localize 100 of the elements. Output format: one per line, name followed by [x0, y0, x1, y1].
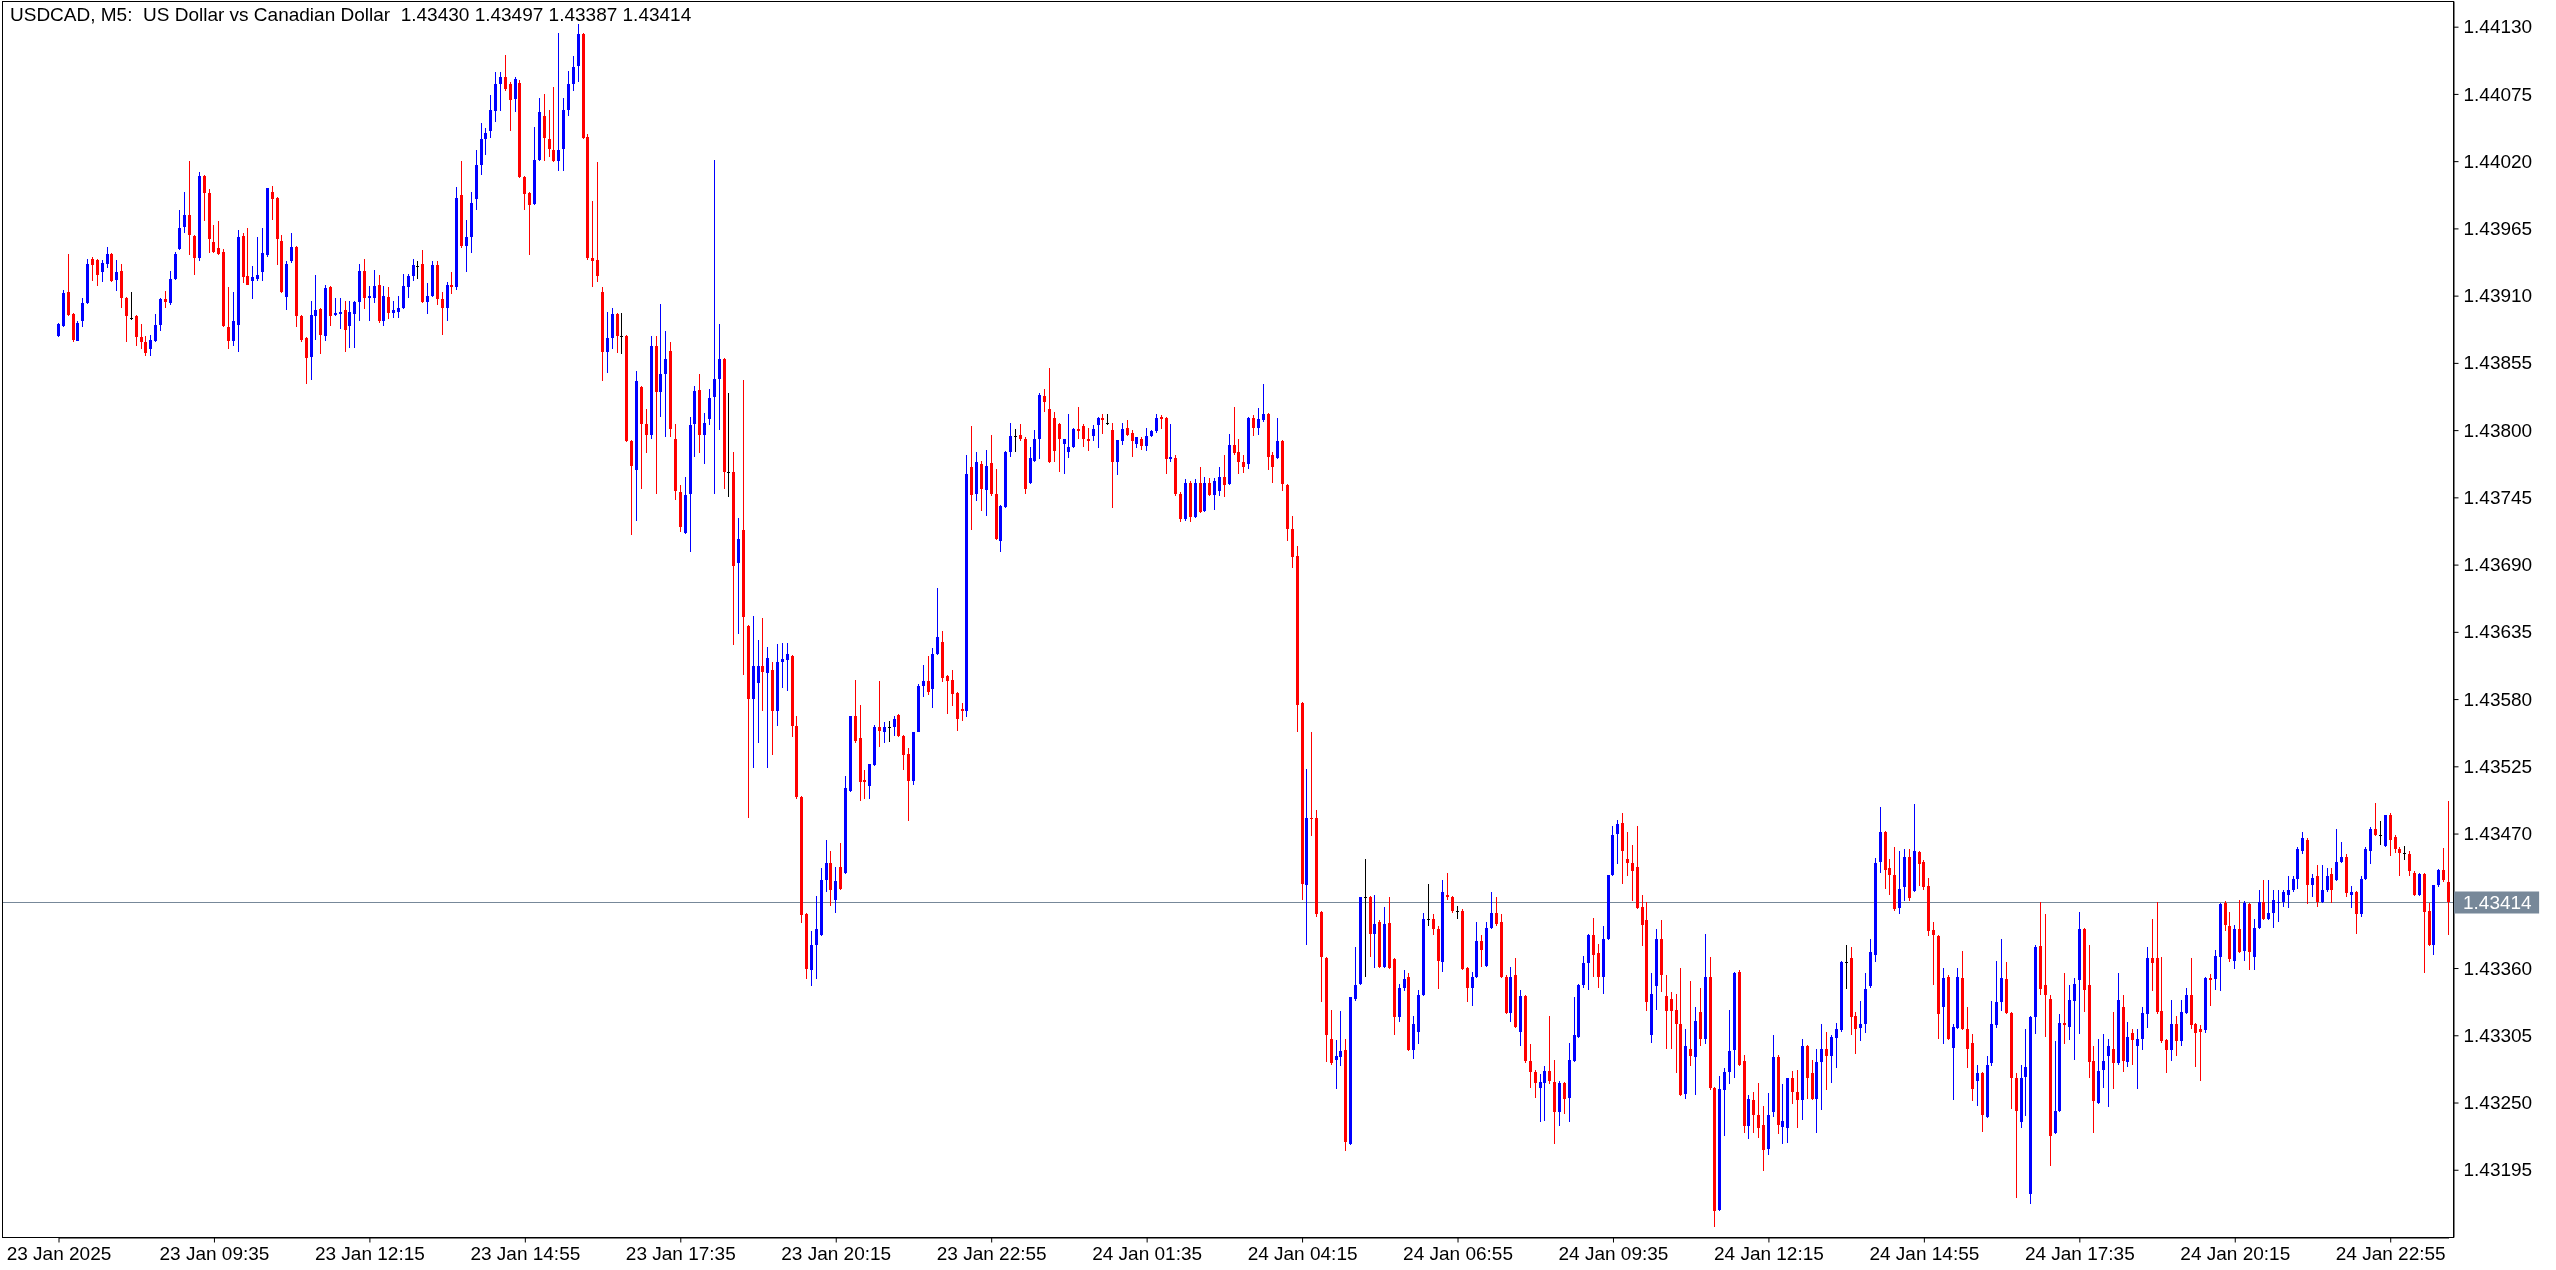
candlestick	[2447, 801, 2450, 935]
candlestick	[256, 237, 259, 281]
candlestick	[1548, 1016, 1551, 1084]
y-tick-label: 1.43690	[2463, 554, 2533, 576]
candlestick	[1364, 859, 1367, 977]
y-tick-label: 1.44020	[2463, 150, 2533, 172]
y-tick-label: 1.44130	[2463, 16, 2533, 38]
candlestick	[1689, 981, 1692, 1066]
candlestick	[620, 313, 623, 354]
candlestick	[2403, 846, 2406, 860]
candlestick	[591, 201, 594, 287]
candlestick	[878, 681, 881, 747]
candlestick	[1310, 732, 1313, 836]
candlestick	[2277, 890, 2280, 922]
candlestick	[1932, 922, 1935, 985]
candlestick	[946, 675, 949, 714]
candlestick	[1101, 414, 1104, 434]
x-tick-label: 23 Jan 12:15	[314, 1242, 425, 1264]
candlestick	[552, 87, 555, 162]
candlestick	[713, 160, 716, 494]
candlestick	[334, 298, 337, 316]
x-tick-label: 23 Jan 14:55	[470, 1242, 581, 1264]
candlestick	[1446, 873, 1449, 900]
ref-line-label: 1.43414	[2463, 892, 2533, 914]
candlestick	[2024, 1029, 2027, 1116]
candlestick	[1845, 945, 1848, 989]
candlestick	[2136, 1029, 2139, 1089]
candlestick	[1373, 895, 1376, 968]
y-tick-label: 1.43525	[2463, 755, 2533, 777]
x-tick-label: 23 Jan 09:35	[159, 1242, 270, 1264]
candlestick	[1427, 884, 1430, 926]
candlestick	[2379, 821, 2382, 845]
candlestick	[1014, 429, 1017, 452]
candlestick	[1160, 415, 1163, 429]
x-tick-label: 23 Jan 2025	[6, 1242, 112, 1264]
candlestick	[1631, 845, 1634, 901]
candlestick	[596, 162, 599, 282]
x-tick-label: 24 Jan 06:55	[1403, 1242, 1513, 1264]
candlestick	[781, 643, 784, 688]
candlestick	[786, 643, 789, 691]
candlestick	[2350, 886, 2353, 908]
x-tick-label: 24 Jan 12:15	[1713, 1242, 1824, 1264]
candlestick	[2209, 974, 2212, 1006]
x-tick-label: 24 Jan 04:15	[1247, 1242, 1358, 1264]
candlestick	[2398, 847, 2401, 876]
candlestick	[1106, 414, 1109, 425]
chart-title: USDCAD, M5: US Dollar vs Canadian Dollar 1.43430 1.43497 1.43387 1.43414	[10, 4, 692, 25]
candlestick	[2044, 914, 2047, 1037]
candlestick	[1820, 1024, 1823, 1110]
candlestick	[888, 721, 891, 742]
candlestick	[368, 286, 371, 321]
candlestick	[130, 292, 133, 320]
y-tick-label: 1.43580	[2463, 688, 2533, 710]
candlestick	[2063, 973, 2066, 1044]
x-tick-label: 24 Jan 01:35	[1092, 1242, 1203, 1264]
y-tick-label: 1.43800	[2463, 419, 2533, 441]
candlestick	[416, 261, 419, 279]
candlestick	[1626, 832, 1629, 876]
y-tick-label: 1.43470	[2463, 823, 2533, 845]
y-tick-label: 1.43305	[2463, 1024, 2533, 1046]
y-tick-label: 1.43855	[2463, 352, 2533, 374]
candlestick	[766, 647, 769, 768]
x-tick-label: 24 Jan 09:35	[1558, 1242, 1669, 1264]
candlestick	[557, 33, 560, 171]
candlestick	[1169, 424, 1172, 462]
candlestick	[2267, 880, 2270, 920]
candlestick	[450, 272, 453, 294]
candlestick	[1087, 428, 1090, 451]
candlestick	[2151, 919, 2154, 991]
candlestick	[961, 703, 964, 721]
y-tick-label: 1.43635	[2463, 621, 2533, 643]
candlestick	[1456, 906, 1459, 919]
y-tick-label: 1.43195	[2463, 1159, 2533, 1181]
y-tick-label: 1.43360	[2463, 957, 2533, 979]
x-tick-label: 24 Jan 14:55	[1869, 1242, 1980, 1264]
candlestick	[727, 393, 730, 497]
candlestick	[339, 298, 342, 329]
y-tick-label: 1.43745	[2463, 486, 2533, 508]
candlestick	[2199, 1025, 2202, 1081]
candlestick	[1825, 1032, 1828, 1090]
x-tick-label: 23 Jan 20:15	[781, 1242, 892, 1264]
candlestick	[1796, 1070, 1799, 1128]
candlestick	[1859, 1001, 1862, 1041]
x-tick-label: 23 Jan 22:55	[936, 1242, 1047, 1264]
y-tick-label: 1.43965	[2463, 217, 2533, 239]
y-tick-label: 1.43910	[2463, 285, 2533, 307]
candlestick	[664, 331, 667, 437]
x-tick-label: 24 Jan 22:55	[2335, 1242, 2446, 1264]
x-tick-label: 24 Jan 17:35	[2024, 1242, 2135, 1264]
x-tick-label: 23 Jan 17:35	[625, 1242, 736, 1264]
candlestick	[1067, 414, 1070, 458]
candlestick	[2107, 1039, 2110, 1107]
candlestick	[761, 618, 764, 711]
candlestick	[1077, 407, 1080, 439]
y-tick-label: 1.43250	[2463, 1092, 2533, 1114]
candlestick	[1063, 439, 1066, 474]
candlestick	[251, 266, 254, 299]
y-tick-label: 1.44075	[2463, 83, 2533, 105]
candlestick	[1781, 1084, 1784, 1144]
x-tick-label: 24 Jan 20:15	[2180, 1242, 2291, 1264]
